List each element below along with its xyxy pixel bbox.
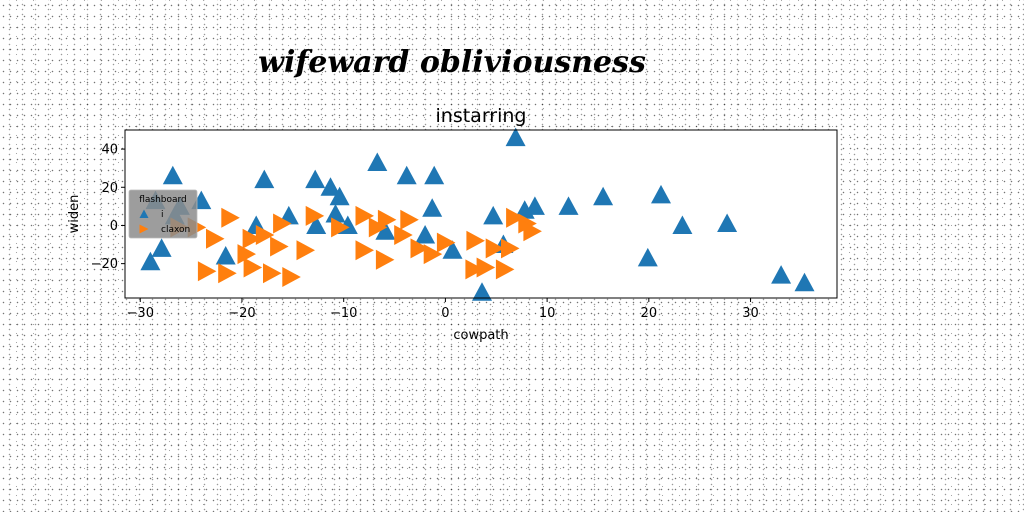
plot-frame bbox=[124, 129, 838, 299]
x-tick-label: 10 bbox=[539, 306, 556, 321]
x-tick-label: −10 bbox=[330, 306, 357, 321]
x-tick-label: −30 bbox=[127, 306, 154, 321]
legend-label-claxon: claxon bbox=[161, 225, 190, 235]
data-point-claxon bbox=[355, 205, 374, 226]
data-point-claxon bbox=[501, 238, 520, 259]
legend: flashboard i claxon bbox=[128, 189, 198, 239]
data-point-i bbox=[593, 186, 614, 206]
y-axis-label: widen bbox=[67, 195, 82, 234]
data-point-i bbox=[505, 127, 526, 147]
data-point-claxon bbox=[218, 263, 237, 284]
legend-marker-i bbox=[139, 209, 149, 218]
data-point-i bbox=[771, 265, 792, 284]
data-point-i bbox=[329, 186, 350, 206]
data-point-i bbox=[140, 251, 161, 271]
data-point-i bbox=[524, 196, 545, 215]
data-point-claxon bbox=[243, 257, 263, 278]
data-point-i bbox=[305, 169, 326, 189]
data-point-i bbox=[306, 215, 327, 234]
data-point-i bbox=[325, 204, 346, 223]
x-tick-label: −20 bbox=[228, 306, 255, 321]
data-point-claxon bbox=[465, 259, 484, 280]
data-point-i bbox=[422, 198, 443, 217]
data-point-claxon bbox=[523, 221, 542, 242]
data-point-i bbox=[442, 240, 463, 259]
x-tick-label: 20 bbox=[641, 306, 658, 321]
data-point-claxon bbox=[506, 207, 525, 228]
data-point-claxon bbox=[436, 232, 456, 253]
data-point-claxon bbox=[368, 217, 388, 238]
data-point-claxon bbox=[410, 238, 429, 259]
x-axis-label: cowpath bbox=[453, 328, 508, 343]
data-point-claxon bbox=[263, 263, 282, 284]
figure-suptitle: wifeward obliviousness bbox=[258, 45, 646, 80]
data-point-claxon bbox=[331, 217, 350, 238]
data-point-i bbox=[254, 169, 275, 189]
data-point-claxon bbox=[255, 225, 275, 245]
data-point-claxon bbox=[282, 267, 301, 287]
data-point-i bbox=[320, 177, 341, 196]
data-point-i bbox=[151, 238, 172, 257]
legend-title: flashboard bbox=[139, 195, 187, 205]
data-point-claxon bbox=[400, 209, 419, 230]
data-point-i bbox=[396, 165, 417, 185]
data-point-i bbox=[375, 221, 396, 240]
data-point-i bbox=[424, 165, 445, 185]
data-point-claxon bbox=[394, 225, 413, 245]
data-point-claxon bbox=[270, 236, 289, 257]
data-point-i bbox=[717, 213, 738, 232]
data-point-i bbox=[415, 225, 436, 244]
data-point-i bbox=[367, 152, 388, 171]
data-point-i bbox=[472, 282, 492, 301]
data-point-claxon bbox=[375, 249, 395, 270]
y-tick-label: 40 bbox=[101, 143, 118, 158]
data-point-claxon bbox=[221, 207, 240, 228]
data-point-claxon bbox=[273, 213, 292, 234]
data-point-claxon bbox=[377, 209, 397, 230]
data-point-claxon bbox=[237, 244, 256, 265]
data-point-claxon bbox=[355, 240, 374, 261]
data-point-claxon bbox=[466, 230, 485, 251]
data-point-i bbox=[637, 247, 658, 267]
data-point-i bbox=[162, 165, 183, 185]
data-point-claxon bbox=[485, 238, 505, 259]
data-point-i bbox=[651, 184, 671, 204]
y-tick-label: −20 bbox=[91, 257, 118, 272]
data-point-claxon bbox=[423, 244, 443, 265]
data-point-claxon bbox=[197, 261, 217, 282]
data-point-i bbox=[558, 196, 579, 215]
x-tick-label: 30 bbox=[742, 306, 759, 321]
data-point-claxon bbox=[206, 228, 225, 249]
data-point-i bbox=[215, 246, 236, 265]
data-point-claxon bbox=[242, 228, 262, 249]
data-point-claxon bbox=[495, 259, 515, 280]
data-point-claxon bbox=[476, 257, 496, 278]
y-tick-label: 0 bbox=[110, 219, 118, 234]
data-point-i bbox=[672, 215, 693, 234]
axis-ticks-layer: −30 −20 −10 0 10 20 30 −20 0 20 40 bbox=[91, 143, 759, 321]
data-point-i bbox=[483, 205, 504, 225]
y-tick-label: 20 bbox=[101, 181, 118, 196]
data-point-i bbox=[794, 272, 815, 292]
legend-label-i: i bbox=[161, 210, 164, 220]
data-point-claxon bbox=[296, 240, 315, 261]
legend-marker-claxon bbox=[139, 224, 149, 234]
chart-title: instarring bbox=[436, 105, 527, 127]
data-point-claxon bbox=[305, 205, 325, 226]
legend-box bbox=[128, 189, 198, 239]
x-tick-label: 0 bbox=[441, 306, 449, 321]
